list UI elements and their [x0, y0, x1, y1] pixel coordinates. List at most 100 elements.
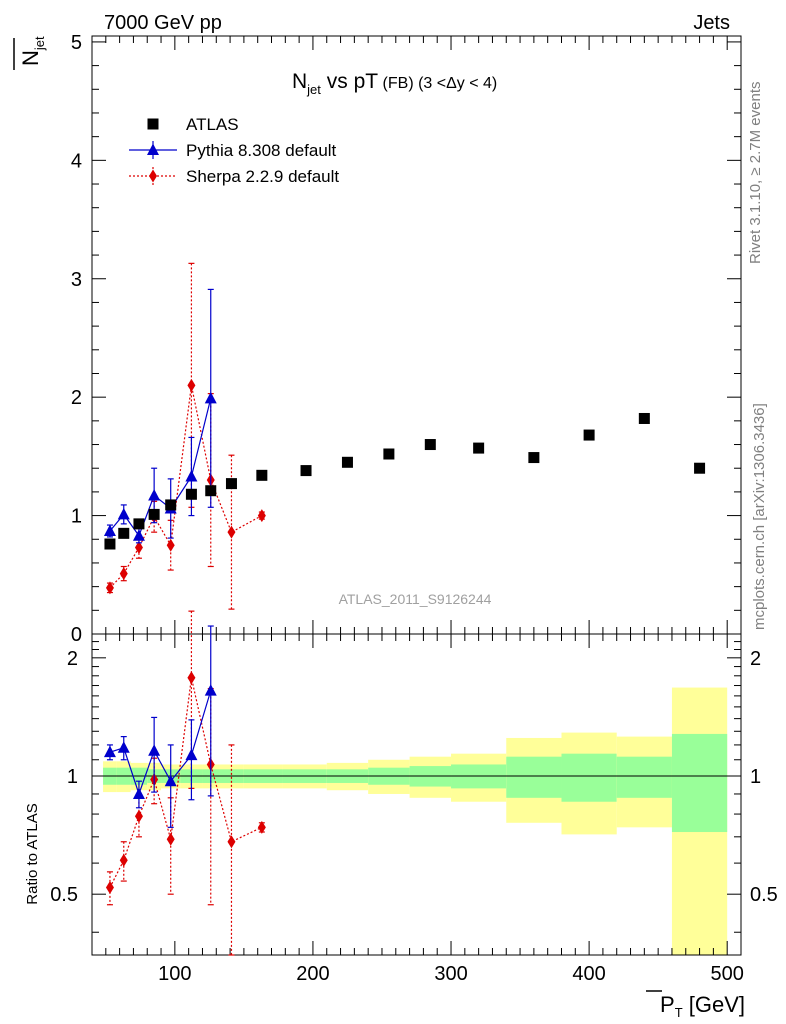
series-line: [109, 385, 263, 589]
data-point: [164, 774, 177, 787]
legend-marker: [149, 169, 157, 183]
mcplots-label: mcplots.cern.ch [arXiv:1306.3436]: [751, 403, 768, 630]
y-tick-label: 4: [71, 150, 82, 172]
data-point: [134, 809, 143, 823]
ratio-y-tick-label: 0.5: [50, 884, 78, 906]
y-tick-label: 1: [71, 506, 82, 528]
data-point: [227, 835, 236, 849]
data-point: [166, 538, 175, 552]
y-tick-label: 5: [71, 32, 82, 54]
x-label-text: PT [GeV]: [660, 992, 745, 1020]
main-y-label-sub: jet: [32, 36, 47, 51]
main-panel: 0 1 2 3 4 5 Njet vs pT (FB) (3 <Δy < 4) ATLAS_2…: [71, 32, 742, 646]
ratio-frame: [91, 633, 742, 956]
data-point: [117, 741, 130, 753]
uncertainty-band-green: [561, 753, 617, 802]
x-tick-label: 500: [711, 963, 744, 985]
data-point: [225, 478, 237, 490]
legend-marker: [147, 118, 159, 130]
x-tick-label: 100: [158, 963, 191, 985]
data-point: [104, 538, 116, 550]
x-tick-label: 400: [572, 963, 605, 985]
data-point: [166, 832, 175, 846]
data-point: [257, 820, 266, 834]
data-point: [119, 853, 128, 867]
ratio-panel: 100 200 300 400 500 0.5 0.5 1 1 2 2: [50, 610, 778, 985]
data-point: [148, 744, 161, 756]
data-point: [583, 429, 595, 441]
ratio-y-tick-label-right: 0.5: [750, 884, 778, 906]
x-tick-label: 200: [296, 963, 329, 985]
data-point: [133, 518, 145, 530]
main-y-label-text: Njet: [18, 36, 47, 66]
x-label-unit: [GeV]: [683, 992, 745, 1017]
data-point: [473, 442, 485, 454]
data-point: [134, 541, 143, 555]
data-point: [424, 439, 436, 451]
data-point: [118, 527, 130, 539]
data-point: [300, 465, 312, 477]
legend-label: Sherpa 2.2.9 default: [186, 167, 339, 186]
data-point: [132, 787, 145, 799]
data-point: [204, 391, 217, 404]
legend-label: ATLAS: [186, 115, 239, 134]
data-point: [103, 524, 116, 536]
data-point: [119, 567, 128, 581]
ratio-y-tick-label: 2: [67, 648, 78, 670]
analysis-watermark: ATLAS_2011_S9126244: [339, 591, 492, 607]
chart-title: Njet vs pT (FB) (3 <Δy < 4): [292, 70, 497, 97]
legend-marker: [147, 143, 159, 155]
data-point: [204, 684, 217, 696]
main-y-label-main: N: [18, 50, 43, 66]
x-label-sub: T: [675, 1005, 683, 1020]
data-point: [132, 529, 145, 541]
data-point: [185, 488, 197, 500]
y-tick-label: 2: [71, 387, 82, 409]
data-point: [185, 470, 198, 482]
uncertainty-band-green: [506, 756, 562, 798]
data-point: [694, 462, 706, 474]
data-point: [383, 448, 395, 460]
x-tick-label: 300: [434, 963, 467, 985]
data-point: [256, 469, 268, 481]
uncertainty-band-green: [671, 733, 728, 833]
data-point: [148, 508, 160, 520]
chart-title-mid: vs pT: [321, 70, 378, 93]
y-tick-label: 0: [71, 624, 82, 646]
ratio-y-label: Ratio to ATLAS: [24, 803, 41, 904]
data-point: [205, 485, 217, 497]
chart-title-main: N: [292, 70, 307, 93]
chart-title-small: (FB) (3 <Δy < 4): [378, 75, 497, 92]
data-point: [257, 509, 266, 523]
x-axis-label: PT [GeV]: [646, 990, 745, 1020]
ratio-y-tick-label: 1: [67, 766, 78, 788]
y-tick-label: 3: [71, 269, 82, 291]
legend-label: Pythia 8.308 default: [186, 141, 337, 160]
data-point: [165, 499, 177, 511]
data-point: [185, 748, 198, 761]
data-point: [105, 581, 114, 595]
data-point: [103, 745, 116, 758]
legend: ATLAS Pythia 8.308 default Sherpa 2.2.9 de…: [129, 115, 339, 186]
main-y-axis-label: Njet: [13, 36, 47, 70]
data-point: [117, 507, 130, 520]
data-point: [528, 452, 540, 464]
x-label-main: P: [660, 992, 675, 1017]
header-right: Jets: [693, 12, 730, 34]
series-line: [109, 677, 263, 888]
data-point: [341, 456, 353, 468]
ratio-y-tick-label-right: 1: [750, 766, 761, 788]
data-point: [187, 671, 196, 685]
data-point: [227, 525, 236, 539]
rivet-label: Rivet 3.1.10, ≥ 2.7M events: [747, 82, 764, 265]
uncertainty-band-green: [616, 756, 672, 798]
header-left: 7000 GeV pp: [104, 12, 222, 34]
data-point: [638, 412, 650, 424]
ratio-y-tick-label-right: 2: [750, 648, 761, 670]
chart-title-sub: jet: [306, 82, 321, 97]
data-point: [187, 378, 196, 392]
data-point: [148, 488, 161, 501]
data-point: [105, 881, 114, 895]
